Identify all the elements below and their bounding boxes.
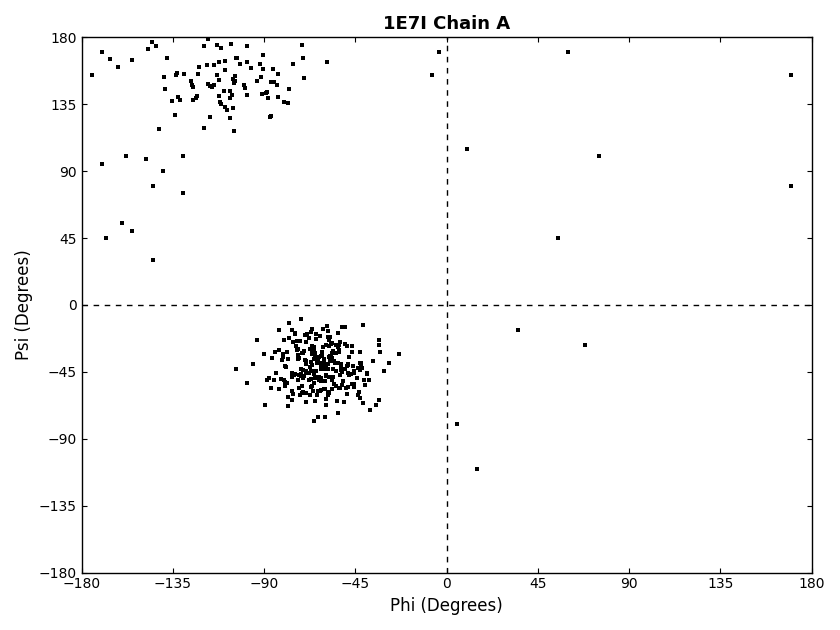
Y-axis label: Psi (Degrees): Psi (Degrees) — [15, 249, 33, 360]
X-axis label: Phi (Degrees): Phi (Degrees) — [391, 597, 503, 615]
Title: 1E7I Chain A: 1E7I Chain A — [383, 15, 510, 33]
